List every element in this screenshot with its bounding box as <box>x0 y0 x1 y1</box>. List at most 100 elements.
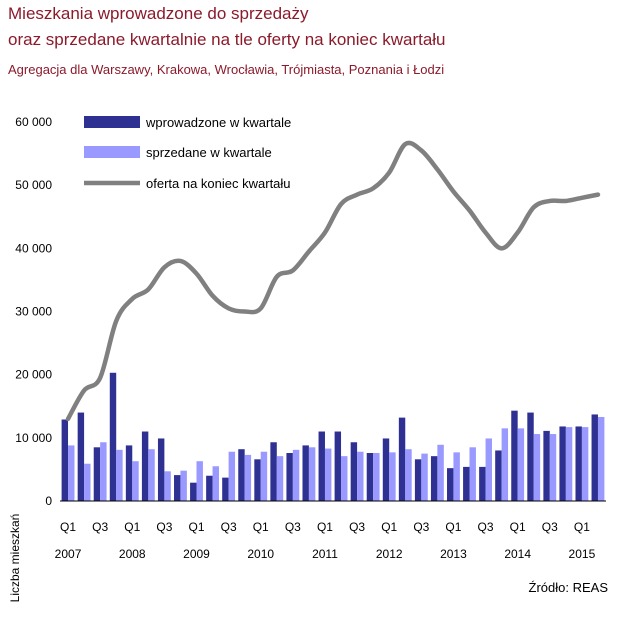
bar-sold <box>437 444 444 501</box>
bar-sold <box>196 461 203 501</box>
bar-sold <box>116 449 123 501</box>
bar-sold <box>517 428 525 501</box>
x-tick-year-label: 2009 <box>183 547 210 561</box>
bar-sold <box>581 427 589 501</box>
x-tick-year-label: 2015 <box>569 547 596 561</box>
bar-sold <box>549 434 557 501</box>
x-tick-quarter-label: Q1 <box>317 520 333 534</box>
x-tick-quarter-label: Q1 <box>253 520 269 534</box>
x-tick-quarter-label: Q3 <box>221 520 237 534</box>
x-tick-year-label: 2012 <box>376 547 403 561</box>
bar-sold <box>469 447 476 501</box>
bar-sold <box>228 451 236 501</box>
bar-introduced <box>591 414 598 501</box>
bar-sold <box>276 456 284 501</box>
x-tick-year-label: 2008 <box>119 547 146 561</box>
bar-introduced <box>302 445 309 501</box>
offer-line <box>65 140 601 422</box>
bar-introduced <box>61 419 69 501</box>
bar-introduced <box>511 410 518 501</box>
legend-label: sprzedane w kwartale <box>146 145 272 160</box>
x-tick-quarter-label: Q1 <box>381 520 397 534</box>
x-tick-quarter-label: Q3 <box>92 520 108 534</box>
bar-introduced <box>318 431 325 501</box>
x-tick-quarter-label: Q3 <box>156 520 172 534</box>
bar-sold <box>212 466 219 501</box>
bar-introduced <box>398 417 406 501</box>
bar-sold <box>565 427 573 501</box>
x-tick-year-label: 2007 <box>55 547 82 561</box>
bar-sold <box>100 442 107 501</box>
legend-label: wprowadzone w kwartale <box>145 115 291 130</box>
bar-sold <box>132 461 139 501</box>
bar-introduced <box>334 431 342 501</box>
chart-title-line-2: oraz sprzedane kwartalnie na tle oferty … <box>8 30 446 49</box>
y-axis-label: Liczba mieszkań <box>8 513 22 603</box>
x-tick-year-label: 2014 <box>504 547 531 561</box>
x-tick-quarter-label: Q1 <box>188 520 204 534</box>
bar-introduced <box>575 426 582 501</box>
x-tick-year-label: 2013 <box>440 547 467 561</box>
bar-sold <box>597 416 605 501</box>
x-tick-quarter-label: Q3 <box>542 520 558 534</box>
y-tick-label: 10 000 <box>15 431 52 445</box>
x-tick-year-label: 2010 <box>247 547 274 561</box>
x-tick-quarter-label: Q1 <box>510 520 526 534</box>
bar-sold <box>68 445 75 501</box>
legend-label: oferta na koniec kwartału <box>146 176 291 191</box>
bar-introduced <box>414 459 422 501</box>
legend-swatch <box>84 116 140 128</box>
bar-introduced <box>286 452 293 501</box>
bar-introduced <box>270 442 277 501</box>
bar-introduced <box>157 438 165 501</box>
y-tick-label: 60 000 <box>15 115 52 129</box>
bar-sold <box>389 452 396 501</box>
bar-sold <box>405 449 412 501</box>
y-tick-label: 50 000 <box>15 178 52 192</box>
bar-sold <box>84 463 91 501</box>
bar-introduced <box>206 475 213 501</box>
bar-introduced <box>543 430 550 501</box>
bar-introduced <box>77 412 85 501</box>
bar-sold <box>533 434 541 501</box>
bar-introduced <box>125 445 133 501</box>
bar-sold <box>373 452 380 501</box>
x-tick-quarter-label: Q1 <box>445 520 461 534</box>
bar-introduced <box>350 442 358 501</box>
bar-introduced <box>382 438 390 501</box>
bar-introduced <box>190 482 197 501</box>
y-tick-label: 20 000 <box>15 368 52 382</box>
y-tick-label: 40 000 <box>15 241 52 255</box>
bar-introduced <box>366 452 374 501</box>
x-tick-quarter-label: Q3 <box>413 520 429 534</box>
bar-sold <box>308 447 316 501</box>
y-tick-label: 0 <box>45 494 52 508</box>
bar-sold <box>485 438 492 501</box>
bar-sold <box>453 452 460 501</box>
bar-sold <box>324 448 332 501</box>
bar-sold <box>180 470 187 501</box>
source-note: Źródło: REAS <box>528 580 608 595</box>
legend-swatch <box>84 146 140 158</box>
chart-title-line-1: Mieszkania wprowadzone do sprzedaży <box>8 4 309 23</box>
bar-introduced <box>238 449 245 501</box>
bar-introduced <box>559 426 566 501</box>
bar-introduced <box>93 447 101 501</box>
bar-introduced <box>109 372 117 501</box>
bar-introduced <box>479 466 486 501</box>
x-tick-quarter-label: Q1 <box>124 520 140 534</box>
chart-subtitle: Agregacja dla Warszawy, Krakowa, Wrocław… <box>8 62 445 77</box>
x-tick-quarter-label: Q3 <box>478 520 494 534</box>
bar-sold <box>164 471 171 501</box>
bar-introduced <box>527 412 534 501</box>
bar-sold <box>501 428 509 501</box>
y-tick-label: 30 000 <box>15 305 52 319</box>
bar-introduced <box>495 450 502 501</box>
x-tick-quarter-label: Q3 <box>349 520 365 534</box>
bar-introduced <box>463 466 470 501</box>
bar-sold <box>357 451 364 501</box>
x-tick-year-label: 2011 <box>312 547 338 561</box>
bar-introduced <box>430 456 438 501</box>
bar-introduced <box>254 459 261 501</box>
